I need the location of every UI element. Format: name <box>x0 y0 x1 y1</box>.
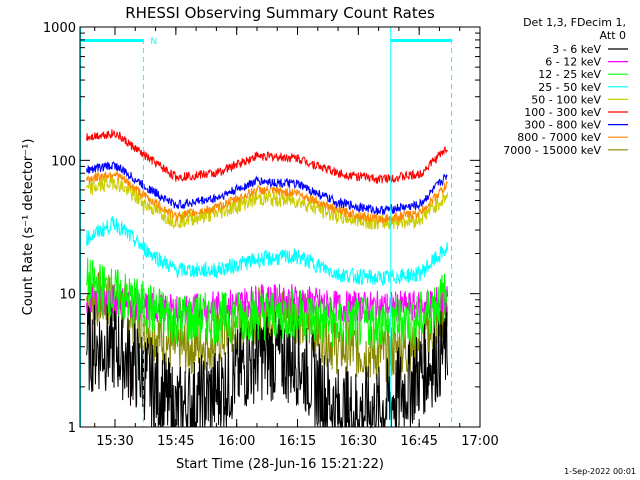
legend-label: 7000 - 15000 keV <box>503 144 601 157</box>
legend-label: 100 - 300 keV <box>524 106 601 119</box>
y-tick-label: 1000 <box>43 21 76 36</box>
legend-label: 50 - 100 keV <box>531 93 601 106</box>
series-line-5 <box>86 129 448 184</box>
x-tick-label: 15:30 <box>96 434 133 449</box>
series-line-4 <box>86 174 449 231</box>
marker-bar-1 <box>80 39 144 42</box>
legend-label: 25 - 50 keV <box>538 81 601 94</box>
x-tick-label: 16:30 <box>340 434 377 449</box>
series-line-0 <box>86 301 449 429</box>
y-tick-label: 100 <box>51 154 76 169</box>
legend-label: 6 - 12 keV <box>545 56 601 69</box>
y-axis: 1 10 100 1000 <box>43 21 480 436</box>
footer-timestamp: 1-Sep-2022 00:01 <box>564 467 636 476</box>
y-axis-label: Count Rate (s⁻¹ detector⁻¹) <box>21 139 36 316</box>
marker-bar-2 <box>390 39 452 42</box>
chart-title: RHESSI Observing Summary Count Rates <box>125 4 435 22</box>
legend-label: 800 - 7000 keV <box>517 131 601 144</box>
x-tick-label: 16:15 <box>279 434 316 449</box>
y-tick-label: 1 <box>68 421 76 436</box>
x-tick-label: 16:00 <box>218 434 255 449</box>
legend-header-2: Att 0 <box>600 29 626 42</box>
x-tick-label: 17:00 <box>461 434 498 449</box>
legend-label: 12 - 25 keV <box>538 68 601 81</box>
y-tick-label: 10 <box>59 288 76 303</box>
annotation-label: N <box>150 37 157 47</box>
series-layer <box>86 129 449 429</box>
series-line-7 <box>86 170 449 225</box>
legend-label: 3 - 6 keV <box>552 43 601 56</box>
series-line-6 <box>86 160 448 216</box>
legend-header-1: Det 1,3, FDecim 1, <box>523 16 626 29</box>
x-axis: 15:30 15:45 16:00 16:15 16:30 16:45 17:00 <box>94 27 499 449</box>
legend-label: 300 - 800 keV <box>524 119 601 132</box>
x-axis-label: Start Time (28-Jun-16 15:21:22) <box>176 457 384 472</box>
overlay-layer: N <box>80 27 453 427</box>
series-line-2 <box>86 257 449 350</box>
x-tick-label: 16:45 <box>400 434 437 449</box>
x-tick-label: 15:45 <box>157 434 194 449</box>
series-line-3 <box>86 216 449 286</box>
plot-frame <box>79 26 481 428</box>
